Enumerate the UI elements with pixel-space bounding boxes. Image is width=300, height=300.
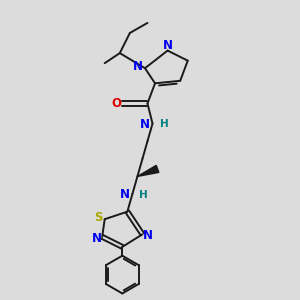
Text: N: N (133, 61, 143, 74)
Text: S: S (94, 211, 103, 224)
Text: O: O (112, 97, 122, 110)
Text: N: N (140, 118, 150, 130)
Text: N: N (163, 39, 172, 52)
Text: N: N (120, 188, 130, 201)
Text: N: N (142, 229, 152, 242)
Text: N: N (92, 232, 102, 245)
Text: H: H (160, 119, 168, 129)
Polygon shape (137, 165, 159, 176)
Text: H: H (140, 190, 148, 200)
